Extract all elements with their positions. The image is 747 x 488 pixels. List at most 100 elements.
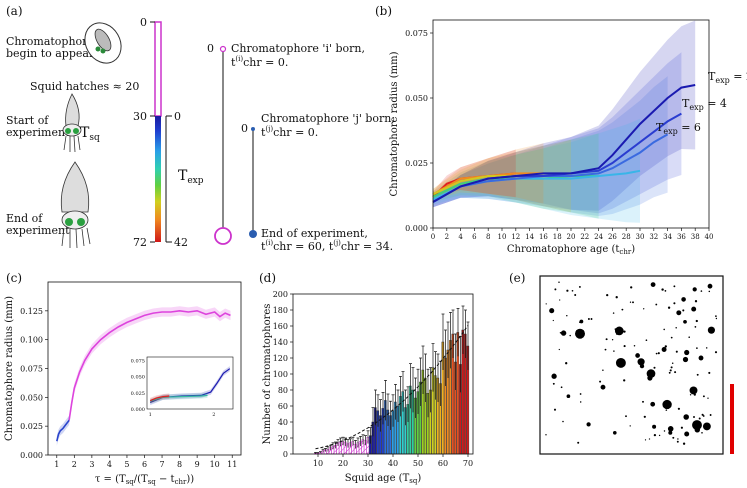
chromatophore-dot bbox=[689, 394, 692, 396]
fit-curve bbox=[315, 325, 469, 450]
chromatophore-dot bbox=[629, 425, 631, 427]
texp-4-label: Texp = 4 bbox=[682, 97, 727, 112]
chromatophore-dot bbox=[650, 401, 656, 407]
chromatophore-dot bbox=[700, 290, 703, 292]
b-xtick-label: 16 bbox=[539, 233, 548, 241]
chromatophore-dot bbox=[684, 349, 690, 356]
chromatophore-dot bbox=[653, 375, 655, 377]
chromatophore-dot bbox=[621, 308, 624, 311]
chromatophore-dot bbox=[682, 309, 685, 312]
d-ylabel: Number of chromatophores bbox=[262, 304, 273, 445]
hatches-label: Squid hatches ≈ 20 bbox=[30, 80, 139, 93]
d-xtick-label: 10 bbox=[313, 459, 323, 468]
chromatophore-dot bbox=[590, 318, 593, 320]
texp-tick-0: 0 bbox=[174, 110, 181, 123]
chromatophore-dot bbox=[707, 283, 713, 289]
chromatophore-dot bbox=[671, 362, 674, 364]
chromatophore-dot bbox=[623, 330, 626, 333]
chromatophore-dot bbox=[616, 333, 618, 335]
b-xtick-label: 30 bbox=[636, 233, 645, 241]
squid-large-icon bbox=[60, 161, 91, 249]
c-series-line-1 bbox=[56, 419, 70, 442]
c-xtick-label: 7 bbox=[159, 460, 164, 469]
start-line2: experiment bbox=[6, 126, 70, 139]
end-exp-text: End of experiment, bbox=[261, 227, 368, 240]
chromatophore-dot bbox=[647, 375, 653, 381]
c-ytick-label: 0.100 bbox=[20, 336, 43, 345]
c-inset-xtick: 1 bbox=[149, 412, 152, 418]
chromatophore-dot bbox=[566, 314, 568, 317]
b-xtick-label: 20 bbox=[567, 233, 576, 241]
tsq-tick-30: 30 bbox=[133, 110, 147, 123]
chromatophore-dot bbox=[670, 336, 673, 339]
chromatophore-dot bbox=[662, 399, 672, 410]
c-ytick-label: 0.000 bbox=[20, 451, 43, 460]
panel-b-label: (b) bbox=[375, 4, 392, 18]
cell-i-tick: 0 bbox=[207, 42, 214, 55]
b-xtick-label: 40 bbox=[705, 233, 714, 241]
chromatophore-dot bbox=[653, 366, 656, 369]
b-xtick-label: 12 bbox=[511, 233, 520, 241]
c-xtick-label: 3 bbox=[89, 460, 94, 469]
chromatophore-dot bbox=[702, 395, 705, 398]
chromatophore-dot bbox=[668, 430, 673, 435]
chromatophore-dot bbox=[655, 352, 658, 355]
d-xtick-label: 60 bbox=[438, 459, 448, 468]
chromatophore-dot bbox=[688, 336, 690, 338]
chromatophore-dot bbox=[677, 438, 679, 440]
c-inset-band-1 bbox=[150, 392, 208, 404]
b-xtick-label: 38 bbox=[691, 233, 700, 241]
d-ytick-label: 80 bbox=[278, 386, 288, 395]
cell-j-born-eq: t(j)chr = 0. bbox=[261, 125, 318, 139]
chromatophore-dot bbox=[553, 408, 557, 411]
scale-bar bbox=[730, 384, 734, 454]
b-xtick-label: 36 bbox=[677, 233, 686, 241]
chromatophore-dot bbox=[623, 345, 626, 348]
c-xtick-label: 4 bbox=[107, 460, 112, 469]
squid-small-icon bbox=[62, 93, 82, 153]
chromatophore-dot bbox=[696, 347, 698, 349]
chromatophore-dot bbox=[606, 293, 609, 297]
b-xtick-label: 32 bbox=[649, 233, 658, 241]
chromatophore-dot bbox=[653, 433, 657, 437]
chromatophore-dot bbox=[661, 288, 664, 291]
chromatophore-dot bbox=[612, 312, 615, 314]
c-inset-frame bbox=[146, 356, 234, 410]
texp-tick-42: 42 bbox=[174, 236, 188, 249]
b-xlabel: Chromatophore age (tchr) bbox=[507, 244, 635, 256]
chromatophore-dot bbox=[614, 328, 617, 330]
chromatophore-dot bbox=[658, 434, 661, 437]
chromatophore-dot bbox=[558, 281, 560, 284]
panel-a-label: (a) bbox=[6, 4, 23, 18]
chromatophore-dot bbox=[676, 440, 679, 443]
c-inset-line-2 bbox=[149, 395, 170, 402]
chromatophore-dot bbox=[629, 301, 632, 303]
chromatophore-dot bbox=[681, 297, 686, 302]
chromatophore-dot bbox=[558, 348, 560, 351]
chromatophore-dot bbox=[665, 409, 668, 411]
cell-j-born-marker bbox=[251, 127, 255, 131]
chromatophore-dot bbox=[611, 339, 614, 341]
chromatophore-dot bbox=[691, 306, 697, 312]
chromatophore-dot bbox=[545, 303, 547, 305]
chromatophore-dot bbox=[652, 424, 657, 429]
cell-j-end-marker bbox=[249, 230, 257, 238]
texp-6-label: Texp = 6 bbox=[656, 121, 701, 136]
chromatophore-dot bbox=[707, 397, 709, 399]
chromatophore-dot bbox=[612, 430, 617, 435]
chromatophore-dot bbox=[605, 338, 608, 341]
chromatophore-dot bbox=[623, 379, 626, 382]
c-inset-line-1 bbox=[150, 394, 208, 402]
chromatophore-dot bbox=[551, 373, 557, 379]
chromatophore-dot bbox=[693, 416, 695, 418]
chromatophore-dot bbox=[554, 288, 557, 291]
chromatophore-dot bbox=[630, 286, 633, 289]
panel-b: (b) 0 2 4 6 8 10 12 14 16 18 20 22 24 26 28 30 32 34 36 38 4… bbox=[375, 4, 747, 256]
chromatophore-dot bbox=[599, 380, 602, 383]
c-inset-band-0 bbox=[150, 366, 230, 406]
panel-d: (d) 10 20 30 40 50 60 700204060801001201401601… bbox=[259, 271, 474, 485]
appear-line1: Chromatophores bbox=[6, 35, 100, 48]
panel-b-plot: 0 2 4 6 8 10 12 14 16 18 20 22 24 26 28 30 32 34 36 38 400.0… bbox=[389, 19, 714, 256]
chromatophore-dot bbox=[562, 420, 564, 423]
